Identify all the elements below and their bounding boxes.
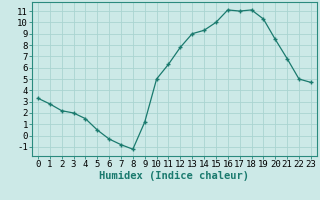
X-axis label: Humidex (Indice chaleur): Humidex (Indice chaleur) — [100, 171, 249, 181]
